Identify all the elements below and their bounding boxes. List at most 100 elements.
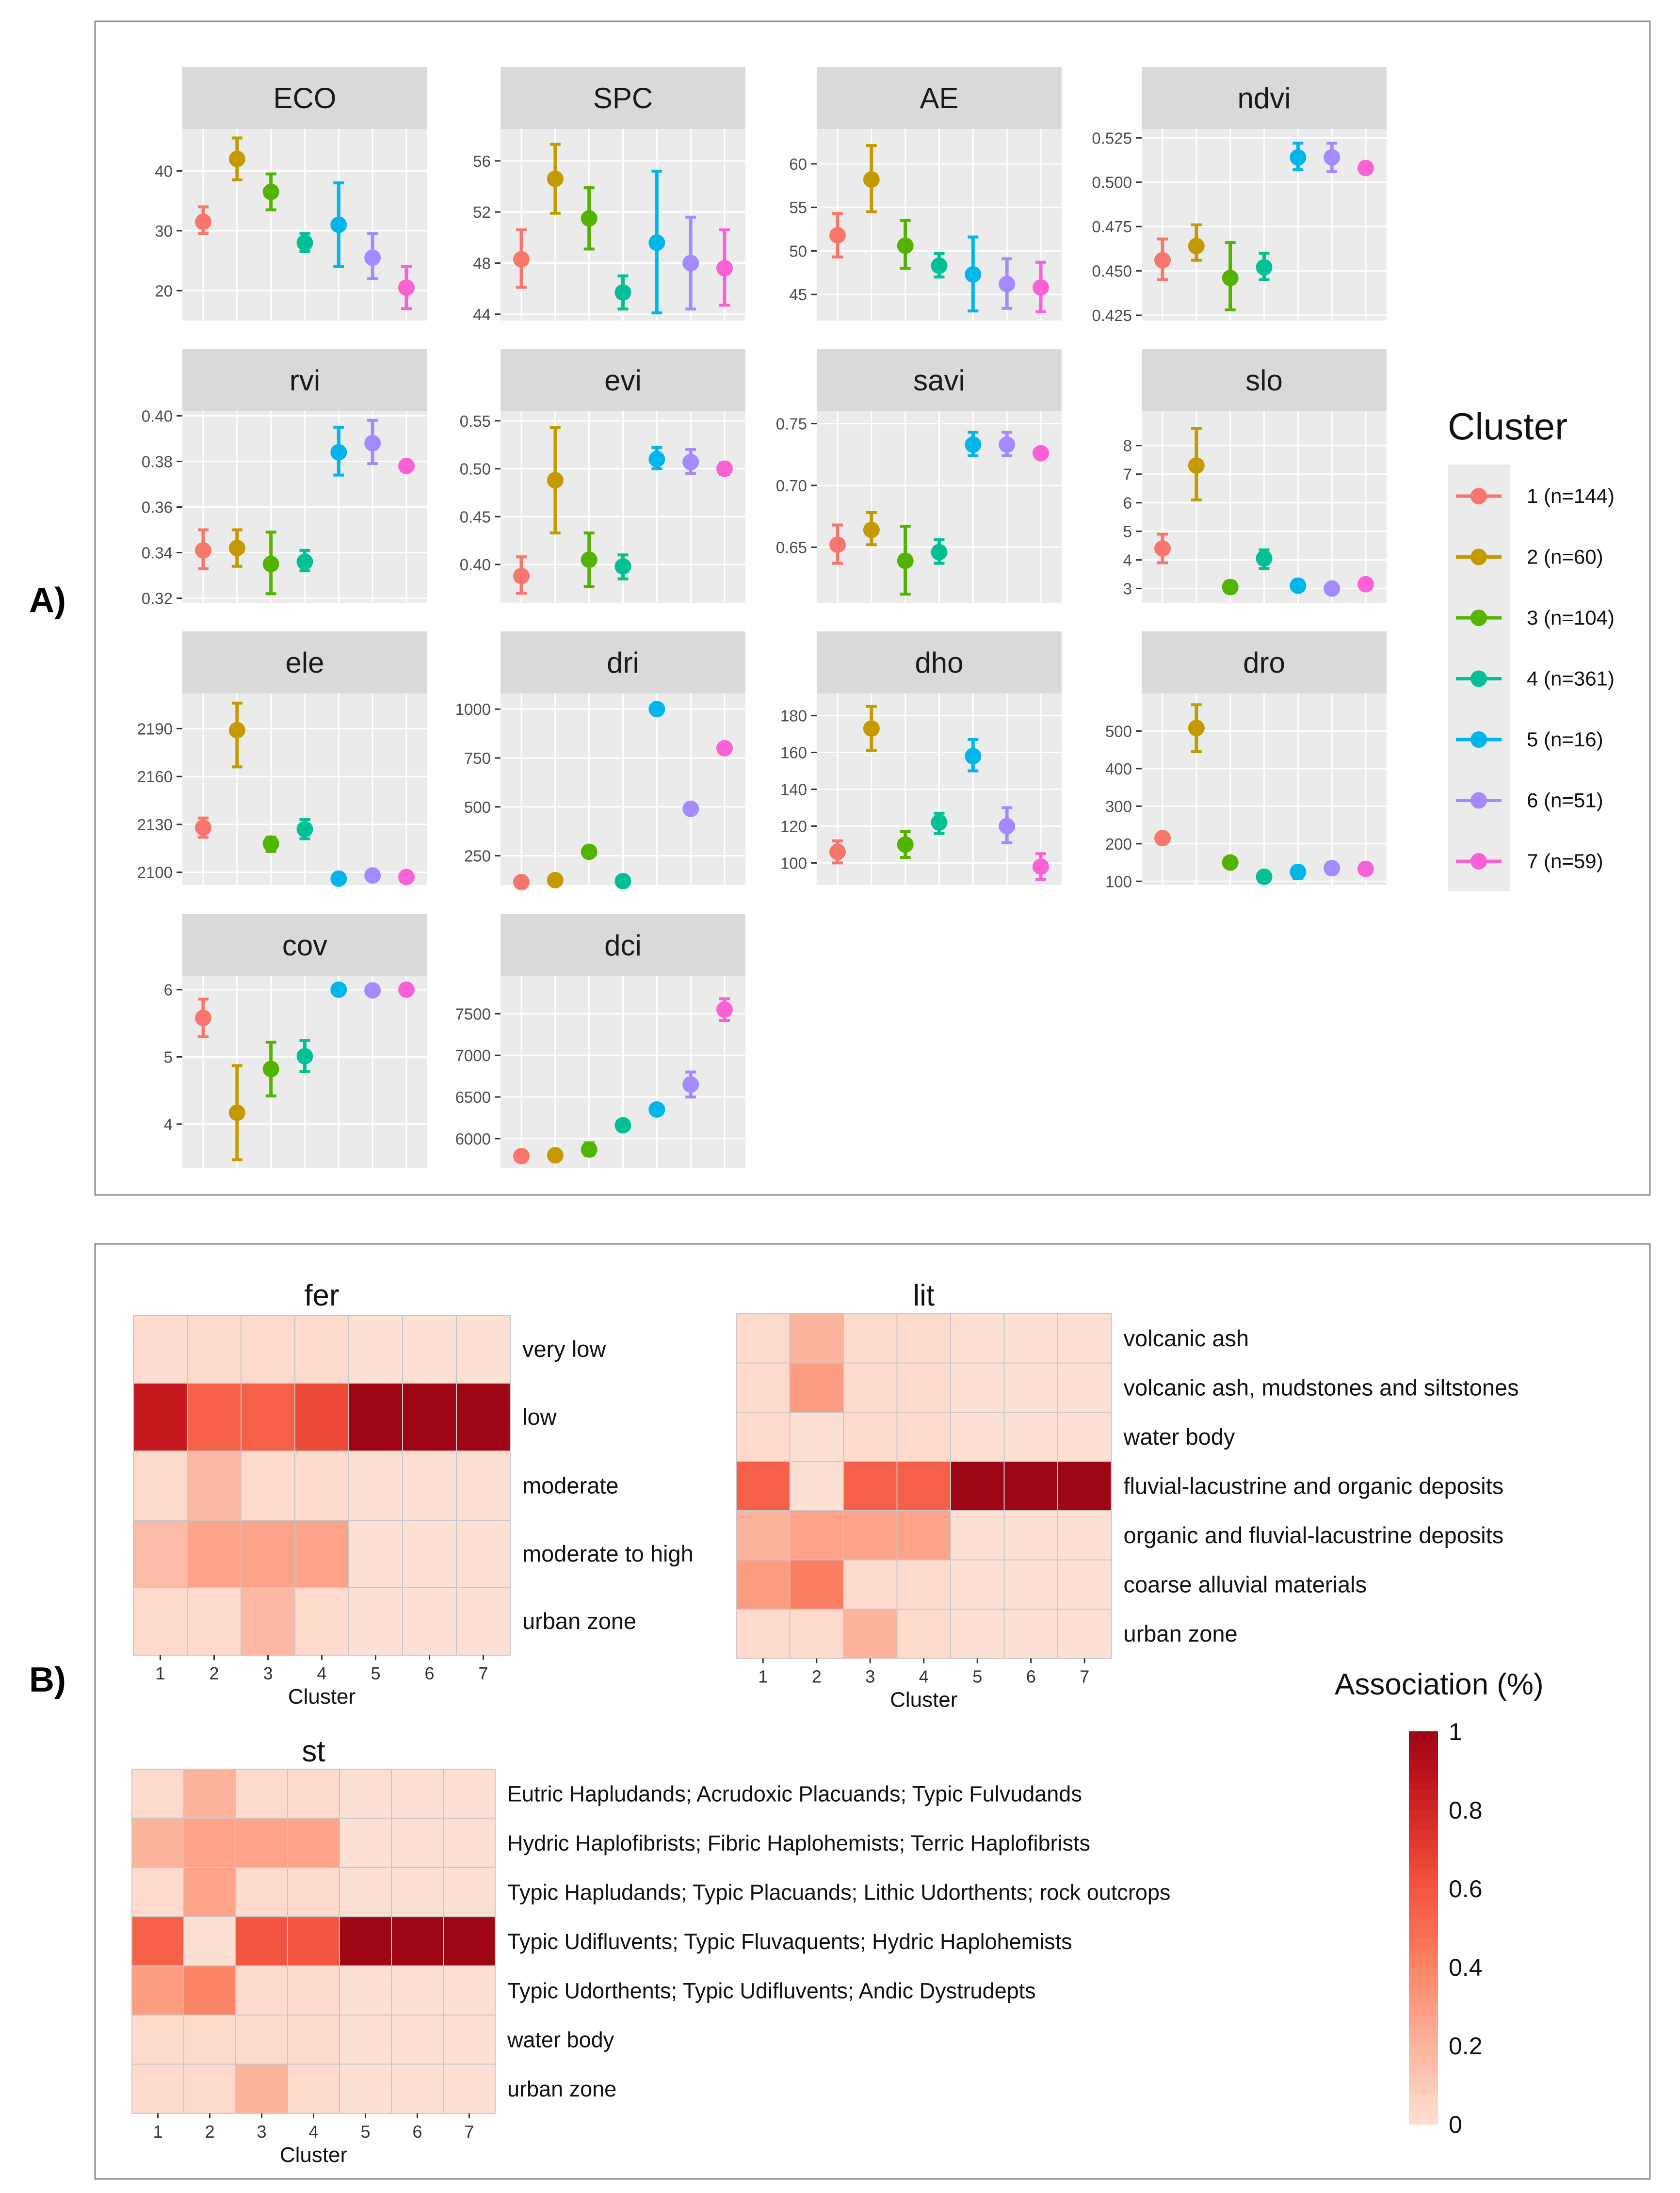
colorbar-swatch bbox=[1409, 1839, 1438, 1850]
colorbar-swatch bbox=[1409, 1790, 1438, 1801]
row-label-hydric-haplofibrists-fibric-haplohemists-terric-haplofibrists: Hydric Haplofibrists; Fibric Haplohemist… bbox=[507, 1831, 1090, 1855]
errorbar-cluster-1 bbox=[829, 523, 846, 565]
colorbar-swatch bbox=[1409, 1947, 1438, 1958]
heat-cell bbox=[843, 1412, 898, 1462]
mean-point bbox=[965, 436, 982, 453]
y-tick-label: 0.38 bbox=[142, 452, 173, 470]
heat-cell bbox=[235, 1916, 288, 1967]
legend-item-4: 4 (n=361) bbox=[1456, 667, 1615, 690]
heat-cell bbox=[843, 1559, 898, 1610]
errorbar-cluster-2 bbox=[228, 528, 245, 568]
mean-point bbox=[1033, 445, 1049, 462]
y-tick-label: 50 bbox=[789, 242, 807, 260]
row-label-very-low: very low bbox=[522, 1336, 606, 1362]
errorbar-cluster-7 bbox=[716, 460, 733, 477]
colorbar-swatch bbox=[1409, 1800, 1438, 1810]
colorbar-swatch bbox=[1409, 1908, 1438, 1919]
mean-point bbox=[614, 284, 631, 301]
x-tick-label: 2 bbox=[205, 2122, 214, 2142]
heat-cell bbox=[1057, 1609, 1112, 1659]
y-tick-label: 30 bbox=[155, 222, 173, 240]
mean-point bbox=[228, 1104, 245, 1121]
colorbar-swatch bbox=[1409, 1771, 1438, 1781]
colorbar-swatch bbox=[1409, 1928, 1438, 1938]
colorbar-swatch bbox=[1409, 1898, 1438, 1909]
errorbar-cluster-6 bbox=[999, 257, 1016, 310]
heat-cell bbox=[402, 1587, 457, 1656]
x-tick-label: 1 bbox=[155, 1663, 165, 1683]
heat-cell bbox=[950, 1609, 1005, 1659]
legend-item-7: 7 (n=59) bbox=[1456, 850, 1603, 872]
legend-label: 1 (n=144) bbox=[1527, 484, 1615, 507]
heat-cell bbox=[443, 1818, 496, 1868]
facet-title-dro: dro bbox=[1243, 646, 1285, 679]
y-tick-label: 40 bbox=[155, 162, 173, 180]
heat-cell bbox=[131, 2064, 184, 2114]
mean-point bbox=[1188, 720, 1205, 737]
errorbar-cluster-2 bbox=[547, 871, 564, 888]
colorbar-swatch bbox=[1409, 1878, 1438, 1889]
heat-cell bbox=[187, 1315, 242, 1384]
heat-cell bbox=[391, 1867, 444, 1918]
legend-label: 2 (n=60) bbox=[1527, 546, 1603, 568]
heat-cell bbox=[456, 1587, 511, 1656]
x-tick-label: 5 bbox=[360, 2122, 370, 2142]
heat-cell bbox=[348, 1315, 403, 1384]
mean-point bbox=[829, 536, 846, 553]
heat-cell bbox=[896, 1510, 951, 1561]
errorbar-cluster-4 bbox=[931, 811, 948, 835]
heat-cell bbox=[1003, 1461, 1058, 1511]
errorbar-cluster-6 bbox=[682, 1070, 699, 1099]
colorbar-swatch bbox=[1409, 1820, 1438, 1830]
heat-cell bbox=[294, 1587, 349, 1656]
row-label-urban-zone: urban zone bbox=[1124, 1621, 1238, 1646]
errorbar-cluster-7 bbox=[716, 997, 733, 1022]
row-label-urban-zone: urban zone bbox=[522, 1608, 636, 1634]
errorbar-cluster-2 bbox=[547, 426, 564, 534]
mean-point bbox=[999, 436, 1016, 453]
mean-point bbox=[262, 183, 279, 200]
mean-point bbox=[1324, 580, 1341, 597]
errorbar-cluster-6 bbox=[1324, 580, 1341, 597]
y-tick-label: 0.65 bbox=[776, 538, 807, 556]
facet-title-evi: evi bbox=[604, 364, 642, 397]
errorbar-cluster-3 bbox=[581, 531, 598, 588]
errorbar-cluster-6 bbox=[364, 982, 381, 999]
heat-cell bbox=[443, 2064, 496, 2114]
row-label-moderate: moderate bbox=[522, 1473, 619, 1499]
facet-strip bbox=[817, 67, 1062, 129]
facet-title-dci: dci bbox=[604, 929, 642, 962]
colorbar-tick-label: 0.2 bbox=[1449, 2032, 1483, 2060]
heat-cell bbox=[183, 1818, 236, 1868]
colorbar-tick-label: 0.6 bbox=[1449, 1875, 1483, 1903]
errorbar-cluster-6 bbox=[682, 215, 699, 311]
errorbar-cluster-6 bbox=[364, 867, 381, 884]
mean-point bbox=[296, 821, 313, 838]
y-tick-label: 500 bbox=[1105, 722, 1132, 740]
errorbar-cluster-5 bbox=[1290, 863, 1307, 880]
errorbar-cluster-4 bbox=[931, 538, 948, 565]
x-tick-label: 6 bbox=[1026, 1667, 1036, 1687]
errorbar-cluster-7 bbox=[398, 981, 415, 998]
heat-cell bbox=[789, 1510, 844, 1561]
mean-point bbox=[547, 871, 564, 888]
mean-point bbox=[513, 873, 530, 890]
errorbar-cluster-3 bbox=[262, 835, 279, 853]
x-tick-label: 3 bbox=[257, 2122, 266, 2142]
errorbar-cluster-7 bbox=[1033, 445, 1049, 462]
mean-point bbox=[1033, 279, 1049, 296]
heat-cell bbox=[391, 1965, 444, 2016]
errorbar-cluster-7 bbox=[1357, 160, 1374, 177]
heat-cell bbox=[241, 1451, 295, 1521]
colorbar-swatch bbox=[1409, 2016, 1438, 2027]
colorbar-swatch bbox=[1409, 1810, 1438, 1821]
errorbar-cluster-6 bbox=[682, 800, 699, 817]
heat-cell bbox=[896, 1362, 951, 1413]
legend-item-5: 5 (n=16) bbox=[1456, 728, 1603, 751]
errorbar-cluster-1 bbox=[829, 839, 846, 865]
colorbar-swatch bbox=[1409, 2104, 1438, 2115]
heat-cell bbox=[896, 1559, 951, 1610]
heat-cell bbox=[456, 1520, 511, 1588]
errorbar-cluster-5 bbox=[648, 169, 665, 315]
facet-title-dho: dho bbox=[915, 646, 963, 679]
